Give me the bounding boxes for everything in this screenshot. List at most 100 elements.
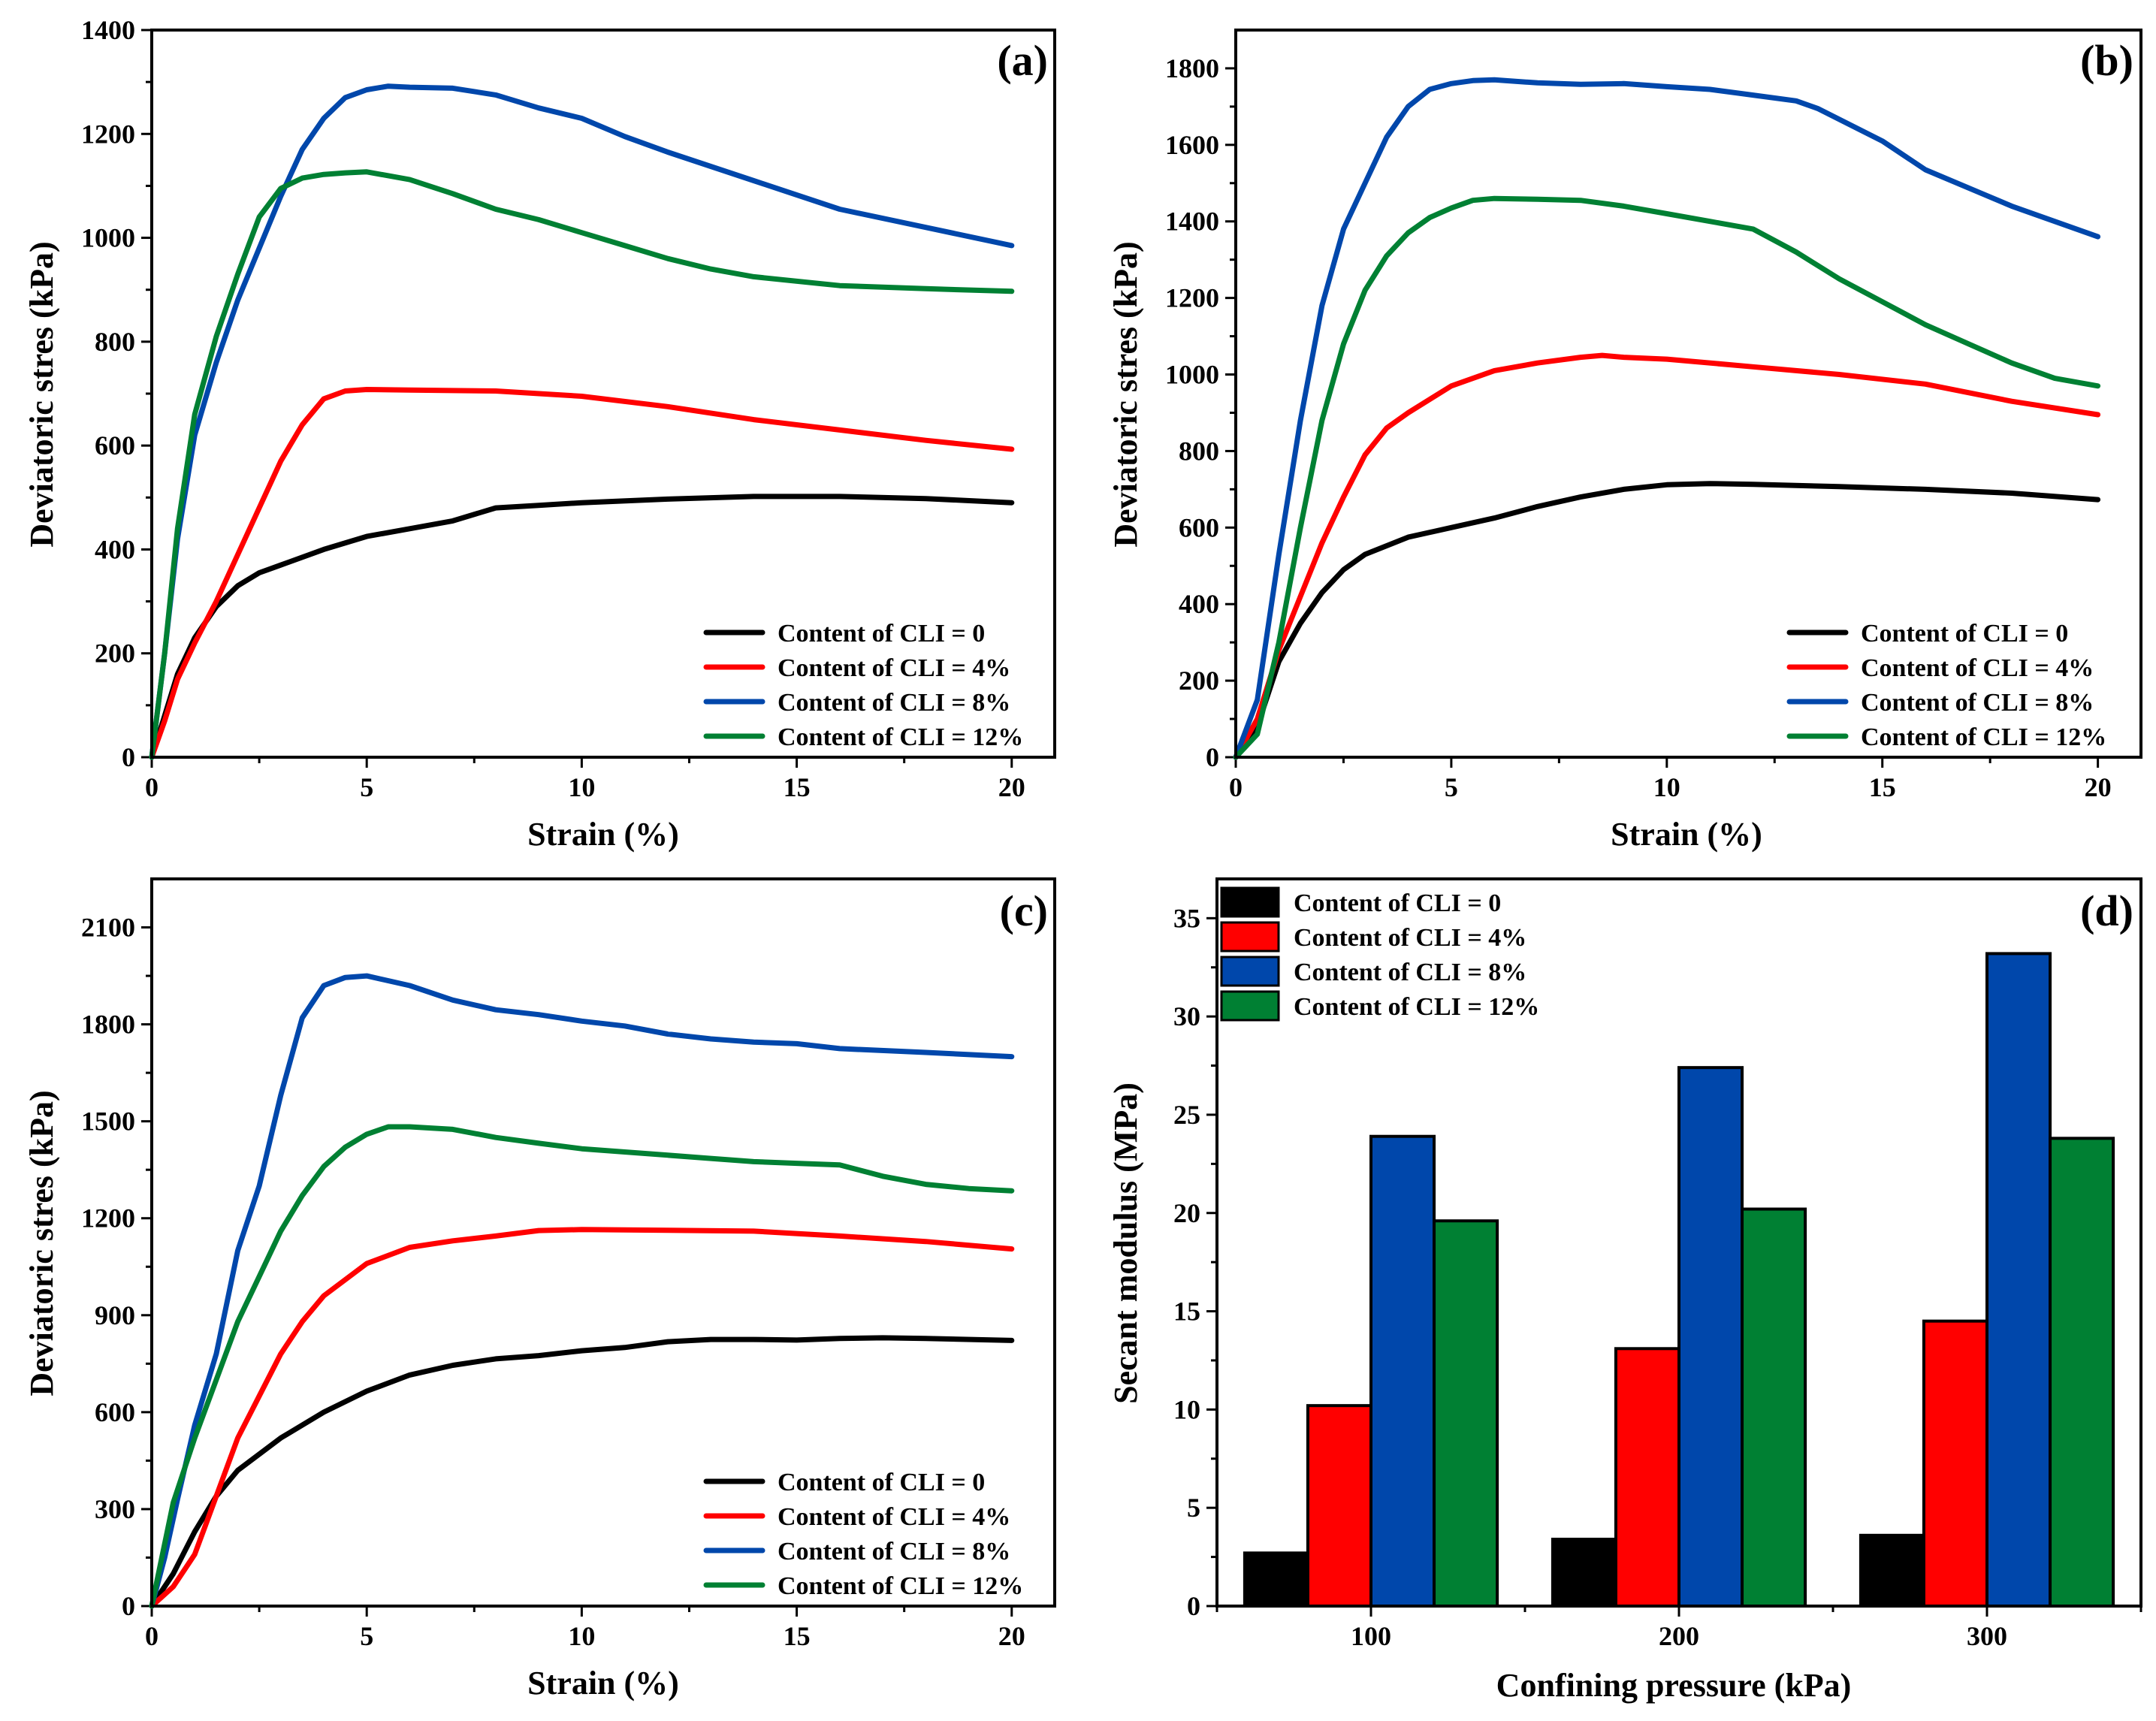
panel-c-y-tick-label: 2100 [81,913,135,943]
panel-d-legend-label-3: Content of CLI = 12% [1294,993,1539,1021]
panel-b-y-tick-label: 800 [1179,436,1219,466]
panel-d-y-tick-label: 30 [1173,1001,1200,1031]
panel-b-y-tick-label: 1000 [1165,360,1219,390]
panel-c-plot: 0 300 600 900 1200 1500 1800 2100 0 5 10 15 20 [81,877,1056,1651]
panel-c-legend-label-1: Content of CLI = 4% [778,1503,1010,1531]
panel-d-plot-frame [1215,877,2142,1608]
panel-b-plot: 0 200 400 600 800 1000 1200 1400 1600 1800 0 5 10 15 2… [1165,29,2142,802]
panel-c-tag: (c) [1000,886,1048,935]
panel-c-x-tick-label: 20 [998,1621,1025,1651]
panel-a-legend-label-0: Content of CLI = 0 [778,620,985,648]
panel-d-y-tick-label: 20 [1173,1198,1200,1228]
panel-c-y-tick-label: 1800 [81,1010,135,1040]
panel-b-x-tick-label: 20 [2085,772,2112,802]
panel-a-series-line-3 [149,169,1015,760]
panel-a-y-axis-title: Deviatoric stres (kPa) [23,241,60,547]
panel-b-series-line-1 [1233,352,2101,760]
panel-c-x-axis-title: Strain (%) [527,1665,679,1701]
panel-a-y-tick-label: 0 [122,742,135,772]
panel-c-x-tick-label: 5 [360,1621,373,1651]
panel-d-y-tick-label: 10 [1173,1394,1200,1424]
panel-a-y-tick-label: 1200 [81,119,135,149]
panel-c-legend-label-3: Content of CLI = 12% [778,1572,1023,1600]
panel-c-y-tick-label: 900 [95,1300,135,1330]
panel-d-x-axis-title: Confining pressure (kPa) [1496,1667,1852,1704]
panel-d-y-axis-title: Secant modulus (MPa) [1107,1082,1144,1404]
panel-b-x-axis-title: Strain (%) [1611,816,1762,853]
panel-a-x-tick-label: 15 [784,772,811,802]
panel-b-axes: 0 200 400 600 800 1000 1200 1400 1600 1800 0 5 10 15 2… [1165,53,2112,802]
panel-b-y-tick-label: 1600 [1165,130,1219,160]
panel-a-plot: 0 200 400 600 800 1000 1200 1400 0 5 10 15 20 [81,15,1056,802]
panel-b-y-tick-label: 0 [1206,742,1219,772]
panel-c-y-tick-label: 300 [95,1494,135,1524]
panel-c-x-tick-label: 10 [568,1621,595,1651]
panel-a-y-tick-label: 1400 [81,15,135,45]
panel-d-legend-label-1: Content of CLI = 4% [1294,924,1526,952]
panel-d-bar-200-3 [1741,1207,1807,1608]
panel-c-legend: Content of CLI = 0 Content of CLI = 4% C… [703,1469,1023,1600]
panel-b-plot-frame [1234,29,2142,759]
panel-b-series-line-2 [1233,77,2101,760]
panel-a-legend: Content of CLI = 0 Content of CLI = 4% C… [703,620,1023,751]
panel-b: 0 200 400 600 800 1000 1200 1400 1600 1800 0 5 10 15 2… [1107,29,2142,853]
panel-d-bar-200-2 [1677,1066,1744,1608]
panel-a-y-tick-label: 800 [95,327,135,357]
panel-d-legend: Content of CLI = 0 Content of CLI = 4% C… [1220,886,1539,1022]
panel-d-y-tick-label: 5 [1187,1493,1200,1523]
panel-d-y-tick-label: 25 [1173,1100,1200,1130]
panel-d-tag: (d) [2080,886,2133,935]
panel-c: 0 300 600 900 1200 1500 1800 2100 0 5 10 15 20 (c) S… [23,877,1056,1701]
panel-c-series [149,973,1015,1609]
panel-d-bars [1243,952,2115,1608]
panel-c-y-tick-label: 600 [95,1397,135,1427]
panel-d-y-tick-label: 0 [1187,1591,1200,1621]
panel-d-bar-200-1 [1614,1347,1680,1608]
panel-c-y-tick-label: 0 [122,1591,135,1621]
panel-c-plot-frame [150,877,1056,1608]
panel-d-bar-300-1 [1922,1319,1988,1608]
panel-b-y-tick-label: 600 [1179,512,1219,542]
panel-a-legend-label-2: Content of CLI = 8% [778,689,1010,717]
panel-b-legend-label-1: Content of CLI = 4% [1861,654,2094,682]
panel-b-x-tick-label: 15 [1869,772,1896,802]
panel-a-x-tick-label: 0 [145,772,159,802]
panel-a: 0 200 400 600 800 1000 1200 1400 0 5 10 15 20 (a) St… [23,15,1056,853]
panel-c-y-tick-label: 1200 [81,1203,135,1233]
panel-d-bar-300-3 [2049,1137,2115,1608]
panel-a-legend-label-3: Content of CLI = 12% [778,723,1023,751]
panel-d: 0 5 10 15 20 25 30 35 100 200 300 (d) Confining pr… [1107,877,2142,1704]
panel-b-y-axis-title: Deviatoric stres (kPa) [1107,241,1144,547]
panel-b-series [1233,77,2101,760]
panel-a-x-axis-title: Strain (%) [527,816,679,853]
panel-d-bar-100-2 [1369,1134,1436,1608]
panel-a-legend-label-1: Content of CLI = 4% [778,654,1010,682]
panel-b-y-tick-label: 200 [1179,666,1219,696]
panel-a-y-tick-label: 600 [95,430,135,460]
panel-b-series-line-3 [1233,195,2101,760]
panel-d-legend-swatch-0 [1220,886,1280,918]
panel-c-x-tick-label: 0 [145,1621,159,1651]
panel-c-axes: 0 300 600 900 1200 1500 1800 2100 0 5 10 15 20 [81,913,1025,1651]
panel-c-y-axis-title: Deviatoric stres (kPa) [23,1090,60,1396]
panel-a-y-tick-label: 200 [95,639,135,669]
panel-d-bar-200-0 [1551,1538,1617,1608]
panel-d-plot: 0 5 10 15 20 25 30 35 100 200 300 [1173,877,2142,1651]
panel-d-legend-swatch-3 [1220,990,1280,1022]
panel-b-x-tick-label: 0 [1229,772,1243,802]
panel-d-legend-label-2: Content of CLI = 8% [1294,959,1526,986]
panel-d-y-tick-label: 15 [1173,1297,1200,1327]
panel-a-series [149,83,1015,760]
panel-d-bar-100-3 [1433,1219,1499,1608]
panel-d-legend-swatch-2 [1220,956,1280,987]
panel-d-legend-label-0: Content of CLI = 0 [1294,889,1501,917]
panel-b-y-tick-label: 400 [1179,589,1219,619]
panel-d-axes: 0 5 10 15 20 25 30 35 100 200 300 [1173,903,2142,1651]
panel-b-y-tick-label: 1800 [1165,53,1219,83]
panel-d-legend-swatch-1 [1220,921,1280,953]
panel-d-x-tick-label: 300 [1967,1621,2007,1651]
panel-d-bar-100-1 [1306,1404,1372,1608]
panel-d-bar-300-0 [1859,1533,1925,1608]
panel-b-legend-label-3: Content of CLI = 12% [1861,723,2106,751]
